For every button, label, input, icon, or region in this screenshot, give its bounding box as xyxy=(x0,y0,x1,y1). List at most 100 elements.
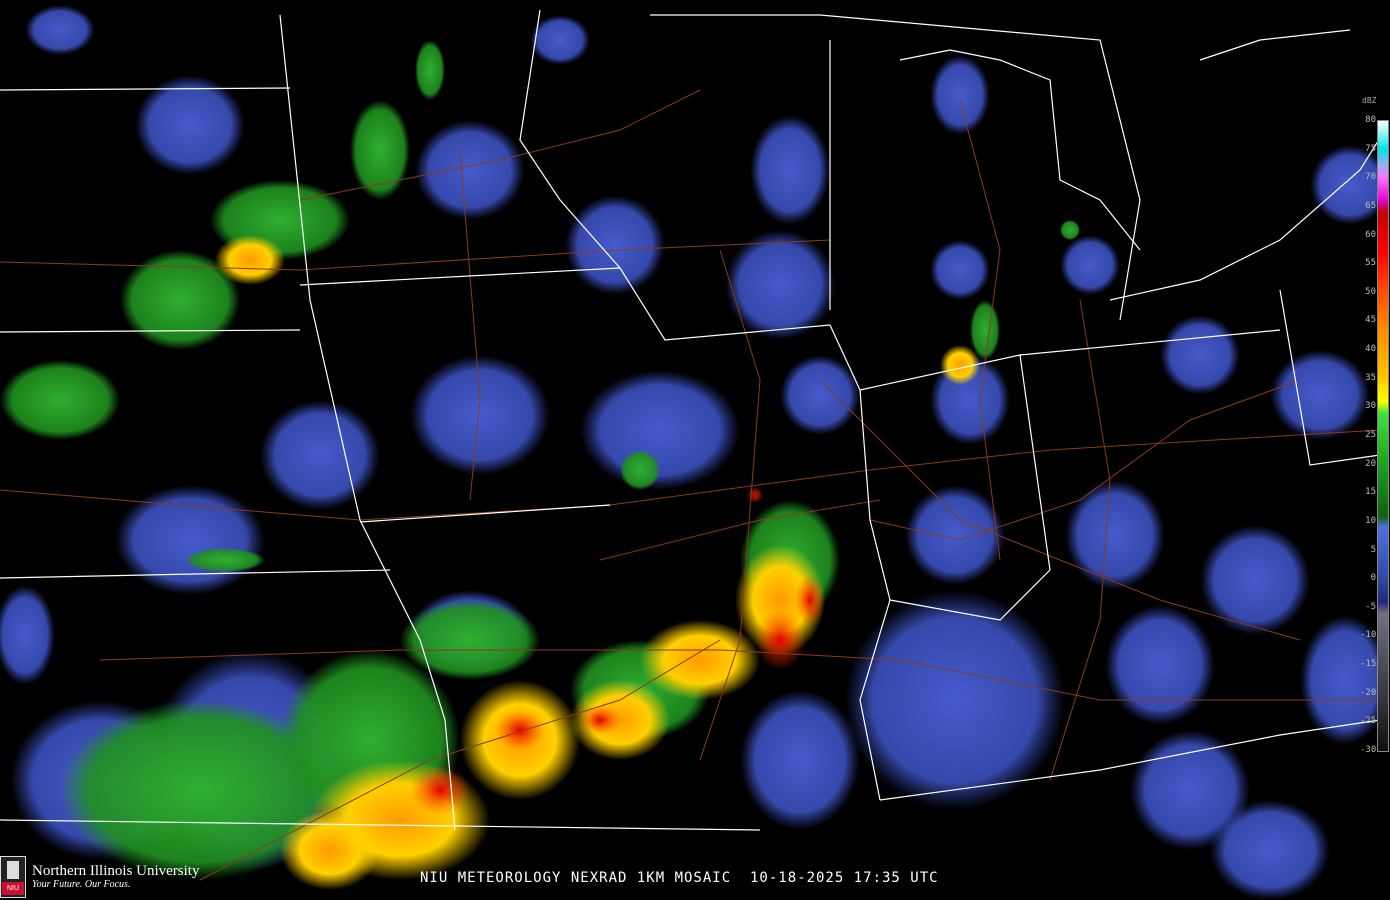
radar-echo-light xyxy=(1310,145,1390,225)
legend-tick-label: 40 xyxy=(1365,344,1376,355)
radar-echo-light xyxy=(1060,235,1120,295)
state-border xyxy=(0,329,301,333)
radar-echo-moderate xyxy=(120,250,240,350)
state-border xyxy=(279,14,456,831)
legend-tick-label: 55 xyxy=(1365,258,1376,269)
legend-tick-label: 35 xyxy=(1365,372,1376,383)
radar-echo-light xyxy=(135,75,245,175)
highway xyxy=(699,249,761,761)
radar-echo-intense xyxy=(795,575,825,625)
state-border xyxy=(519,9,621,269)
state-border xyxy=(1019,329,1281,356)
radar-echo-light xyxy=(580,370,740,490)
radar-echo-light xyxy=(410,355,550,475)
radar-echo-intense xyxy=(410,765,470,815)
state-border xyxy=(1199,29,1351,61)
radar-echo-light xyxy=(1160,315,1240,395)
radar-echo-light xyxy=(1065,480,1165,590)
legend-tick-label: 20 xyxy=(1365,458,1376,469)
radar-echo-heavy xyxy=(280,810,380,890)
radar-echo-light xyxy=(905,485,1005,585)
radar-echo-heavy xyxy=(940,345,980,385)
state-borders xyxy=(0,9,1386,831)
radar-echo-light xyxy=(780,355,860,435)
highway xyxy=(599,499,881,561)
logo-tagline: Your Future. Our Focus. xyxy=(32,879,131,890)
radar-echo-light xyxy=(930,55,990,135)
radar-echo-heavy xyxy=(215,235,285,285)
highway xyxy=(959,99,1001,561)
logo-mark: NIU xyxy=(2,882,24,895)
radar-echo-light xyxy=(750,115,830,225)
state-border xyxy=(829,324,891,801)
precipitation-echoes xyxy=(0,5,1390,900)
state-border xyxy=(1109,129,1386,301)
radar-echo-moderate xyxy=(60,700,340,880)
radar-echo-light xyxy=(1130,730,1250,850)
highways xyxy=(0,89,1381,881)
reflectivity-color-scale xyxy=(1377,120,1389,752)
legend-tick-label: 65 xyxy=(1365,200,1376,211)
radar-echo-intense xyxy=(755,610,805,670)
legend-title: dBZ xyxy=(1362,96,1377,105)
radar-echo-heavy xyxy=(640,620,760,700)
radar-echo-intense xyxy=(580,705,620,735)
niu-logo: NIU Northern Illinois University Your Fu… xyxy=(0,856,199,898)
highway xyxy=(0,429,1381,521)
legend-tick-label: 60 xyxy=(1365,229,1376,240)
legend-tick-label: -5 xyxy=(1365,601,1376,612)
highway xyxy=(299,89,701,201)
state-border xyxy=(359,504,611,523)
niu-shield-icon: NIU xyxy=(0,856,26,898)
radar-echo-moderate xyxy=(620,450,660,490)
highway xyxy=(1049,299,1111,781)
legend-tick-label: 45 xyxy=(1365,315,1376,326)
legend-tick-label: -30 xyxy=(1360,745,1377,755)
legend-tick-label: -25 xyxy=(1360,716,1377,727)
radar-echo-moderate xyxy=(415,40,445,100)
state-border xyxy=(1279,289,1381,466)
radar-echo-light xyxy=(260,400,380,510)
radar-echo-moderate xyxy=(400,600,540,680)
state-border xyxy=(0,569,391,579)
state-border xyxy=(879,719,1381,801)
state-border xyxy=(650,14,1141,321)
radar-echo-light xyxy=(1200,525,1310,635)
legend-tick-label: 25 xyxy=(1365,430,1376,440)
legend-tick-label: 50 xyxy=(1365,286,1376,297)
radar-echo-light xyxy=(1105,605,1215,725)
state-border xyxy=(0,87,291,91)
legend-tick-label: 5 xyxy=(1370,544,1376,555)
state-border xyxy=(0,819,761,831)
map-caption: NIU METEOROLOGY NEXRAD 1KM MOSAIC 10-18-… xyxy=(420,870,939,886)
radar-echo-moderate xyxy=(350,100,410,200)
state-border xyxy=(299,267,621,286)
legend-tick-label: -15 xyxy=(1360,659,1377,670)
highway xyxy=(819,379,1301,641)
state-border xyxy=(889,569,1051,621)
radar-echo-light xyxy=(1210,800,1330,900)
legend-tick-label: 30 xyxy=(1365,401,1376,412)
highway xyxy=(99,649,1380,701)
radar-echo-moderate xyxy=(1060,220,1080,240)
radar-echo-light xyxy=(1300,615,1390,745)
radar-echo-light xyxy=(845,590,1065,810)
legend-tick-label: 80 xyxy=(1365,115,1376,125)
highway xyxy=(199,639,721,881)
radar-echo-light xyxy=(725,230,835,340)
legend-tick-label: -20 xyxy=(1360,687,1377,698)
state-border xyxy=(899,49,1141,251)
legend-tick-label: 10 xyxy=(1365,515,1376,526)
radar-echo-light xyxy=(565,195,665,295)
radar-echo-light xyxy=(930,240,990,300)
state-border xyxy=(619,267,831,341)
radar-echo-light xyxy=(740,690,860,830)
radar-echo-light xyxy=(0,585,55,685)
radar-echo-moderate xyxy=(0,360,120,440)
radar-echo-light xyxy=(530,15,590,65)
highway xyxy=(459,149,481,501)
radar-echo-light xyxy=(25,5,95,55)
legend-tick-label: 70 xyxy=(1365,172,1376,183)
